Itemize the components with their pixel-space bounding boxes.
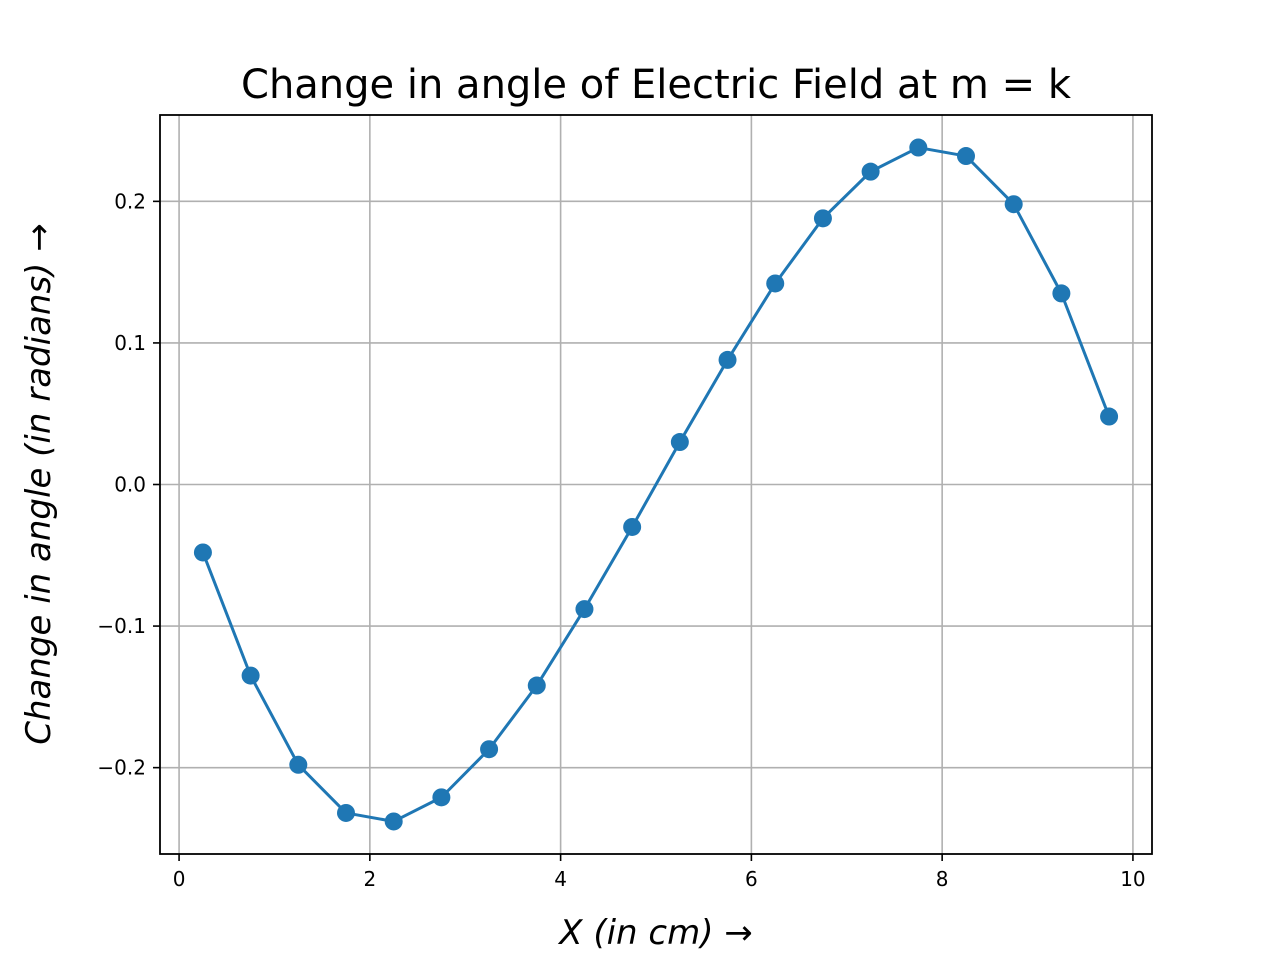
y-tick-label: 0.0 (114, 473, 146, 497)
data-point (384, 812, 403, 831)
data-point (1100, 407, 1119, 426)
data-point (337, 803, 355, 822)
data-point (861, 162, 880, 181)
x-tick-label: 8 (936, 867, 949, 891)
data-point (1004, 195, 1023, 214)
data-point (193, 543, 212, 562)
data-point (1052, 284, 1071, 303)
data-point (909, 138, 928, 157)
y-tick-label: 0.2 (114, 189, 146, 213)
data-point (289, 755, 308, 774)
data-point (623, 517, 642, 536)
x-tick-label: 0 (173, 867, 186, 891)
chart-title: Change in angle of Electric Field at m =… (241, 62, 1072, 108)
data-point (957, 147, 975, 166)
data-point (766, 274, 785, 293)
data-point (527, 676, 546, 695)
plot-frame (159, 114, 1153, 855)
data-point (813, 209, 832, 228)
data-point (432, 788, 451, 807)
data-point (670, 433, 689, 452)
y-axis-label: Change in angle (in radians) → (19, 223, 59, 745)
y-tick-label: 0.1 (114, 331, 146, 355)
data-point (241, 666, 260, 685)
x-tick-label: 2 (363, 867, 376, 891)
x-tick-label: 6 (745, 867, 758, 891)
data-series (193, 138, 1119, 831)
data-point (575, 600, 594, 619)
y-tick-label: −0.2 (97, 756, 146, 780)
data-point (718, 350, 737, 369)
x-tick-label: 10 (1120, 867, 1145, 891)
data-point (480, 740, 499, 759)
y-tick-label: −0.1 (97, 614, 146, 638)
x-tick-label: 4 (554, 867, 567, 891)
x-axis-label: X (in cm) → (557, 913, 753, 953)
axis-ticks: 0 2 4 6 8 10 −0.2 −0.1 0.0 0.1 0.2 (97, 189, 1145, 891)
